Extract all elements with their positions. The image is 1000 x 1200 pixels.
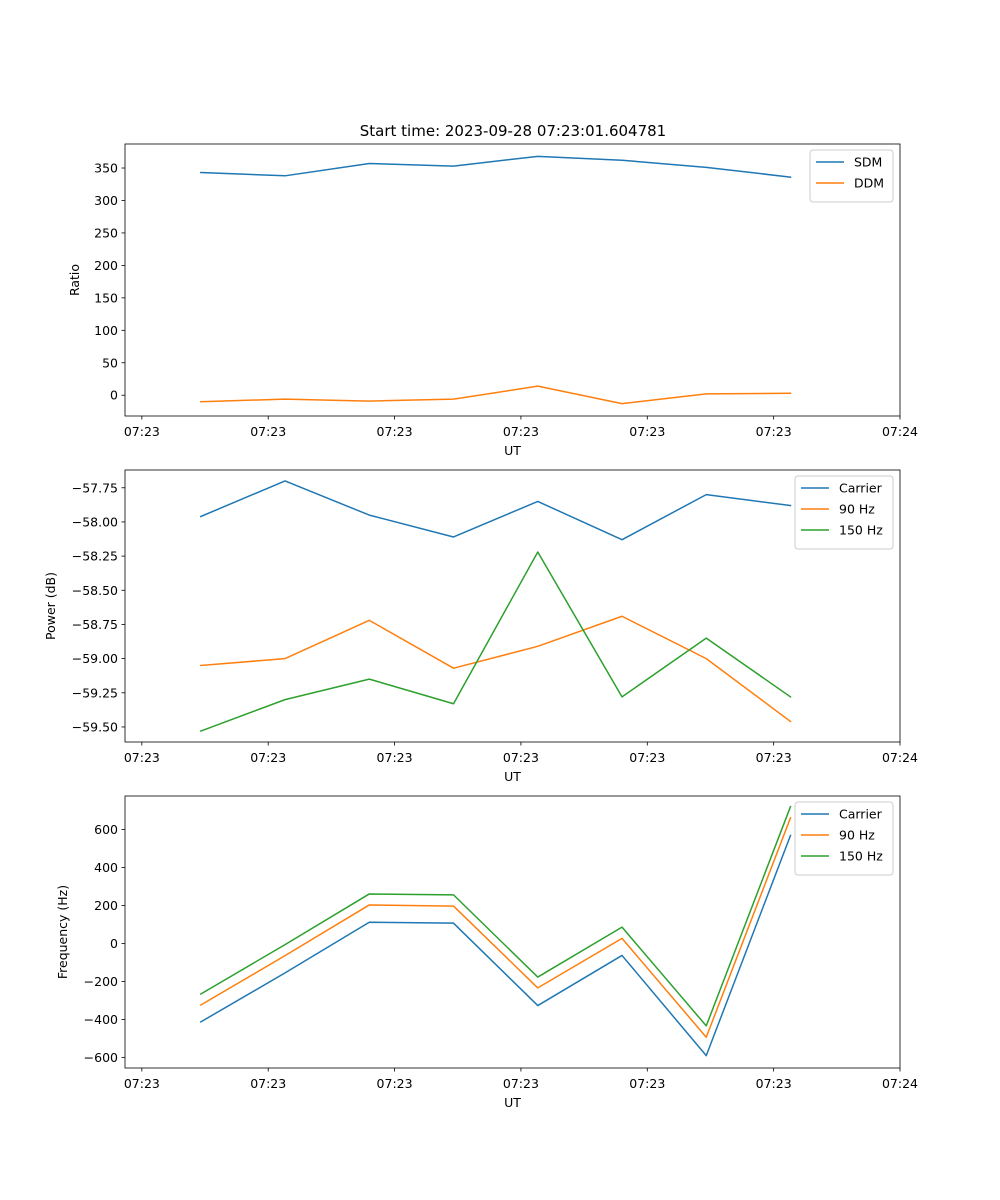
ratio-xtick-label: 07:23 bbox=[250, 424, 286, 439]
power-xtick-label: 07:23 bbox=[503, 750, 539, 765]
power-legend-label: 90 Hz bbox=[839, 502, 875, 517]
ratio-xlabel: UT bbox=[504, 443, 521, 458]
power-ytick-label: −59.50 bbox=[72, 719, 118, 734]
frequency-xtick-label: 07:23 bbox=[124, 1076, 160, 1091]
frequency-series-150-hz-line bbox=[199, 805, 792, 1027]
ratio-legend: SDM DDM bbox=[809, 149, 894, 203]
ratio-ytick-label: 200 bbox=[94, 258, 118, 273]
ratio-xtick-label: 07:23 bbox=[629, 424, 665, 439]
frequency-legend-label: 150 Hz bbox=[839, 849, 883, 864]
frequency-ylabel: Frequency (Hz) bbox=[55, 885, 70, 979]
ratio-ylabel: Ratio bbox=[67, 264, 82, 296]
frequency-xlabel: UT bbox=[504, 1095, 521, 1110]
frequency-ytick-label: −600 bbox=[84, 1050, 118, 1065]
frequency-legend-label: 90 Hz bbox=[839, 828, 875, 843]
frequency-legend-label: Carrier bbox=[839, 807, 883, 822]
frequency-ytick-label: 600 bbox=[94, 822, 118, 837]
panels: 07:23 07:23 07:23 07:23 07:23 07:23 07:24 0 50 10… bbox=[43, 143, 918, 1110]
frequency-xtick-label: 07:23 bbox=[503, 1076, 539, 1091]
ratio-ytick-label: 300 bbox=[94, 193, 118, 208]
frequency-xtick-label: 07:24 bbox=[882, 1076, 918, 1091]
power-ytick-label: −57.75 bbox=[72, 480, 118, 495]
frequency-plot-area bbox=[125, 796, 900, 1068]
frequency-ytick-label: 200 bbox=[94, 898, 118, 913]
power-ytick-label: −59.25 bbox=[72, 685, 118, 700]
ratio-legend-label: SDM bbox=[854, 155, 882, 170]
frequency-ytick-label: 400 bbox=[94, 860, 118, 875]
frequency-legend: Carrier 90 Hz 150 Hz bbox=[794, 801, 894, 876]
ratio-ytick-label: 350 bbox=[94, 161, 118, 176]
ratio-axes-frame bbox=[124, 143, 901, 417]
ratio-xtick-label: 07:23 bbox=[124, 424, 160, 439]
power-xtick-label: 07:23 bbox=[629, 750, 665, 765]
frequency-axes-frame bbox=[124, 795, 901, 1069]
frequency-ytick-label: 0 bbox=[110, 936, 118, 951]
power-panel: 07:23 07:23 07:23 07:23 07:23 07:23 07:24 −59.5… bbox=[43, 469, 918, 784]
power-ytick-label: −59.00 bbox=[72, 651, 118, 666]
power-ytick-label: −58.25 bbox=[72, 549, 118, 564]
ratio-xtick-label: 07:23 bbox=[377, 424, 413, 439]
frequency-ytick-label: −400 bbox=[84, 1012, 118, 1027]
power-ylabel: Power (dB) bbox=[43, 572, 58, 640]
frequency-xtick-label: 07:23 bbox=[377, 1076, 413, 1091]
power-ytick-label: −58.75 bbox=[72, 617, 118, 632]
ratio-xtick-label: 07:23 bbox=[756, 424, 792, 439]
power-series-150-hz-line bbox=[199, 551, 792, 733]
ratio-series-sdm-line bbox=[200, 155, 792, 178]
frequency-ytick-label: −200 bbox=[84, 974, 118, 989]
power-axes-frame bbox=[124, 469, 901, 743]
ratio-plot-area bbox=[125, 144, 900, 416]
frequency-series-90-hz-line bbox=[199, 816, 792, 1038]
power-xlabel: UT bbox=[504, 769, 521, 784]
figure-title: Start time: 2023-09-28 07:23:01.604781 bbox=[360, 122, 666, 140]
ratio-panel: 07:23 07:23 07:23 07:23 07:23 07:23 07:24 0 50 10… bbox=[67, 143, 918, 458]
power-xtick-label: 07:23 bbox=[377, 750, 413, 765]
power-ytick-label: −58.50 bbox=[72, 583, 118, 598]
ratio-ytick-label: 250 bbox=[94, 225, 118, 240]
ratio-ytick-label: 50 bbox=[102, 355, 118, 370]
power-series-carrier-line bbox=[199, 480, 792, 541]
power-series-90-hz-line bbox=[200, 615, 792, 723]
ratio-legend-label: DDM bbox=[854, 176, 884, 191]
power-xtick-label: 07:23 bbox=[124, 750, 160, 765]
power-xtick-label: 07:23 bbox=[756, 750, 792, 765]
power-ytick-label: −58.00 bbox=[72, 514, 118, 529]
power-xtick-label: 07:23 bbox=[250, 750, 286, 765]
power-xtick-label: 07:24 bbox=[882, 750, 918, 765]
ratio-series-ddm-line bbox=[200, 385, 792, 405]
frequency-xtick-label: 07:23 bbox=[250, 1076, 286, 1091]
frequency-xtick-label: 07:23 bbox=[629, 1076, 665, 1091]
power-legend-label: Carrier bbox=[839, 481, 883, 496]
frequency-panel: 07:23 07:23 07:23 07:23 07:23 07:23 07:24 −600 −… bbox=[55, 795, 918, 1110]
ratio-legend-box bbox=[809, 149, 894, 203]
power-plot-area bbox=[125, 470, 900, 742]
ratio-xtick-label: 07:23 bbox=[503, 424, 539, 439]
ratio-ytick-label: 100 bbox=[94, 323, 118, 338]
frequency-series-carrier-line bbox=[199, 834, 792, 1057]
power-legend: Carrier 90 Hz 150 Hz bbox=[794, 475, 894, 550]
power-legend-label: 150 Hz bbox=[839, 523, 883, 538]
ratio-ytick-label: 0 bbox=[110, 388, 118, 403]
frequency-xtick-label: 07:23 bbox=[756, 1076, 792, 1091]
ratio-xtick-label: 07:24 bbox=[882, 424, 918, 439]
ratio-ytick-label: 150 bbox=[94, 290, 118, 305]
